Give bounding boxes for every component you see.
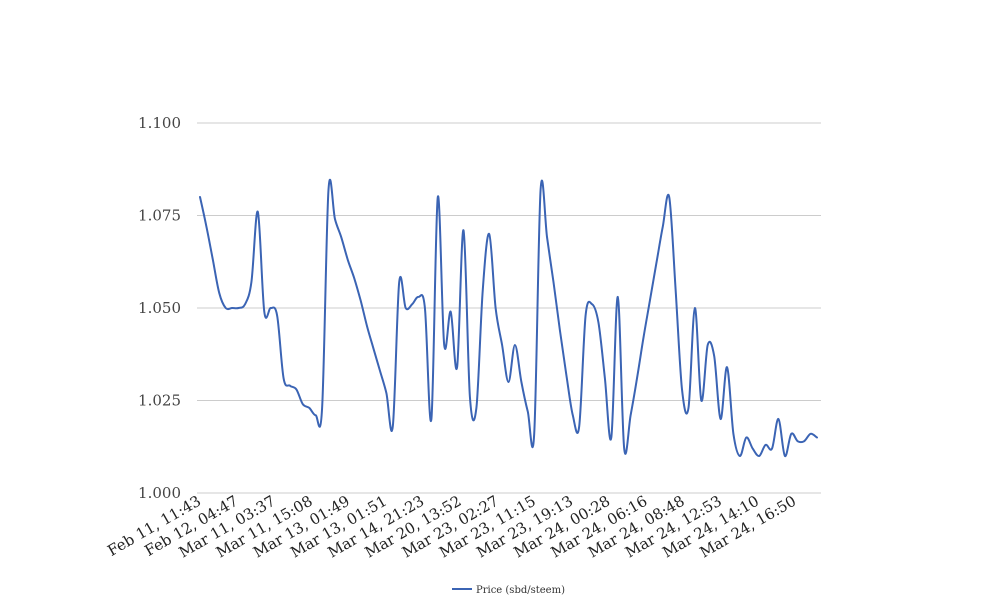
gridlines — [197, 122, 821, 494]
y-tick-label: 1.100 — [138, 114, 181, 132]
series-line — [199, 178, 818, 458]
y-axis: 1.000 1.025 1.050 1.075 1.100 — [138, 114, 181, 502]
y-tick-label: 1.050 — [138, 299, 181, 317]
y-tick-label: 1.000 — [138, 484, 181, 502]
y-tick-label: 1.025 — [138, 392, 181, 410]
legend-label: Price (sbd/steem) — [476, 585, 565, 596]
legend: Price (sbd/steem) — [452, 585, 565, 596]
plot-area — [199, 178, 818, 458]
y-tick-label: 1.075 — [138, 207, 181, 225]
